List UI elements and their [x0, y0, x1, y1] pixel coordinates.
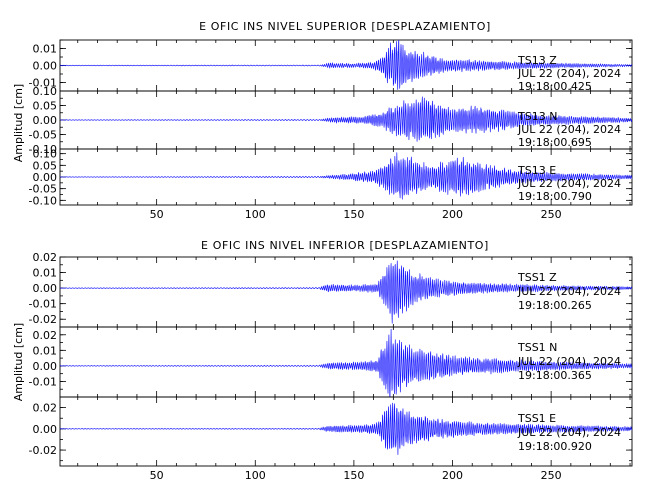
- panel-top-0: -0.010.000.01 TS13 Z JUL 22 (204), 2024 …: [29, 39, 633, 93]
- y-ticks: -0.02 0.00 0.02: [29, 396, 632, 462]
- waveform-trace: [59, 96, 633, 142]
- waveform-trace: [59, 328, 633, 398]
- chart-top-ylabel: Amplitud [cm]: [12, 84, 25, 162]
- time-label: 19:18:00.790: [518, 190, 592, 203]
- y-tick-label: 0.05: [33, 100, 58, 113]
- channel-label: TSS1 Z: [517, 271, 557, 284]
- chart-bottom-ylabel: Amplitud [cm]: [12, 323, 25, 401]
- x-tick-label: 150: [343, 208, 364, 221]
- date-label: JUL 22 (204), 2024: [517, 67, 621, 80]
- y-tick-label: 0.00: [33, 360, 58, 373]
- time-label: 19:18:00.265: [518, 299, 592, 312]
- x-tick-label: 100: [245, 208, 266, 221]
- y-tick-label: 0.10: [33, 85, 58, 98]
- channel-label: TSS1 E: [517, 412, 556, 425]
- y-tick-label: 0.00: [33, 171, 58, 184]
- waveform-trace: [59, 402, 633, 455]
- time-label: 19:18:00.920: [518, 440, 592, 453]
- y-ticks: -0.10-0.05 0.000.05 0.10: [29, 85, 632, 156]
- waveform-trace: [59, 39, 633, 90]
- y-tick-label: 0.01: [33, 267, 58, 280]
- x-tick-label: 250: [541, 208, 562, 221]
- panel-bottom-2: -0.02 0.00 0.02 50 100 150 200 250 TSS1 E JUL …: [29, 396, 633, 482]
- waveform-trace: [59, 260, 633, 324]
- panel-frame: [59, 396, 633, 467]
- x-tick-label: 50: [150, 208, 164, 221]
- x-tick-label: 100: [245, 469, 266, 482]
- y-tick-label: -0.01: [29, 77, 57, 90]
- panel-bottom-0: -0.02 -0.01 0.00 0.01 0.02 TSS1 Z JUL 22 (20…: [29, 251, 633, 328]
- chart-bottom-title: E OFIC INS NIVEL INFERIOR [DESPLAZAMIENT…: [201, 239, 489, 252]
- panel-top-1: -0.10-0.05 0.000.05 0.10 TS13 N JUL 22 (20…: [29, 85, 633, 156]
- channel-label: TS13 Z: [517, 54, 557, 67]
- chart-top: E OFIC INS NIVEL SUPERIOR [DESPLAZAMIENT…: [12, 20, 633, 221]
- x-tick-label: 250: [541, 469, 562, 482]
- date-label: JUL 22 (204), 2024: [517, 426, 621, 439]
- y-tick-label: 0.02: [33, 329, 58, 342]
- time-label: 19:18:00.695: [518, 136, 592, 149]
- y-tick-label: 0.01: [33, 344, 58, 357]
- y-tick-label: 0.00: [33, 282, 58, 295]
- panel-bottom-1: -0.01 0.00 0.01 0.02 TSS1 N JUL 22 (204), 2…: [29, 326, 633, 398]
- y-tick-label: -0.10: [29, 194, 57, 207]
- time-label: 19:18:00.425: [518, 80, 592, 93]
- y-tick-label: 0.00: [33, 60, 58, 73]
- date-label: JUL 22 (204), 2024: [517, 355, 621, 368]
- x-tick-label: 50: [150, 469, 164, 482]
- channel-label: TS13 N: [517, 110, 557, 123]
- y-tick-label: -0.01: [29, 298, 57, 311]
- y-tick-label: 0.01: [33, 43, 58, 56]
- y-tick-label: 0.00: [33, 423, 58, 436]
- channel-label: TSS1 N: [517, 341, 557, 354]
- x-ticks: 50 100 150 200 250: [77, 397, 631, 482]
- y-ticks: -0.01 0.00 0.01 0.02: [29, 326, 632, 397]
- time-label: 19:18:00.365: [518, 369, 592, 382]
- chart-bottom: E OFIC INS NIVEL INFERIOR [DESPLAZAMIENT…: [12, 239, 633, 482]
- date-label: JUL 22 (204), 2024: [517, 285, 621, 298]
- waveform-trace: [59, 152, 633, 200]
- y-tick-label: -0.05: [29, 183, 57, 196]
- y-tick-label: -0.05: [29, 129, 57, 142]
- y-tick-label: -0.10: [29, 143, 57, 156]
- y-ticks: -0.10-0.050.000.050.10: [29, 148, 632, 207]
- x-ticks: 50 100 150 200 250: [77, 149, 631, 221]
- panel-top-2: -0.10-0.050.000.050.10 50 100 150 200 250 TS…: [29, 148, 633, 221]
- y-tick-label: 0.05: [33, 159, 58, 172]
- y-tick-label: -0.02: [29, 313, 57, 326]
- x-tick-label: 200: [442, 469, 463, 482]
- y-tick-label: 0.02: [33, 251, 58, 264]
- channel-label: TS13 E: [517, 164, 556, 177]
- date-label: JUL 22 (204), 2024: [517, 177, 621, 190]
- y-tick-label: 0.00: [33, 114, 58, 127]
- date-label: JUL 22 (204), 2024: [517, 123, 621, 136]
- x-tick-label: 200: [442, 208, 463, 221]
- y-tick-label: -0.02: [29, 444, 57, 457]
- y-tick-label: 0.02: [33, 402, 58, 415]
- y-tick-label: 0.10: [33, 148, 58, 161]
- x-tick-label: 150: [343, 469, 364, 482]
- y-ticks: -0.02 -0.01 0.00 0.01 0.02: [29, 251, 632, 328]
- y-tick-label: -0.01: [29, 375, 57, 388]
- chart-top-title: E OFIC INS NIVEL SUPERIOR [DESPLAZAMIENT…: [199, 20, 491, 33]
